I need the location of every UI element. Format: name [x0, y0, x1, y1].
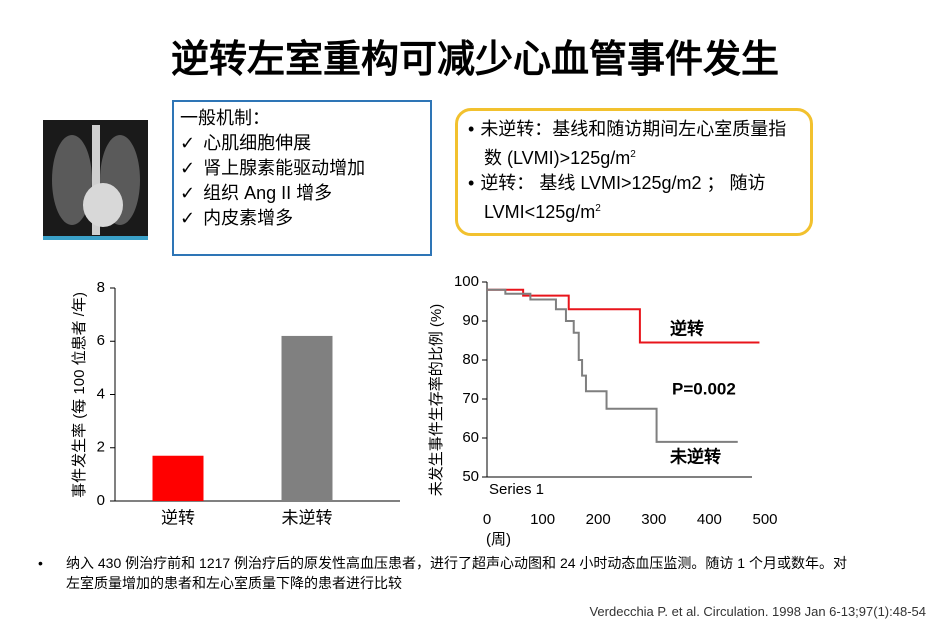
definition-box: • 未逆转：基线和随访期间左心室质量指数 (LVMI)>125g/m2 • 逆转： 基… [455, 108, 813, 236]
y-tick-label: 6 [97, 332, 105, 349]
survival-curve [487, 288, 760, 344]
slide-title: 逆转左室重构可减少心血管事件发生 [171, 38, 779, 81]
survival-curve [487, 288, 738, 443]
series-label: 未逆转 [669, 446, 721, 466]
x-tick-label: 0 [483, 511, 491, 528]
superscript: 2 [595, 203, 601, 214]
definition-text: 逆转： 基线 LVMI>125g/m2 ； 随访 LVMI<125g/m [480, 173, 766, 222]
x-tick-label: 300 [641, 511, 666, 528]
mechanism-text: 心肌细胞伸展 [203, 133, 312, 153]
mechanism-item: ✓ 内皮素增多 [180, 206, 424, 231]
definition-item: • 逆转： 基线 LVMI>125g/m2 ； 随访 LVMI<125g/m2 [468, 171, 800, 225]
x-tick-label: 400 [697, 511, 722, 528]
bullet: • [468, 173, 475, 193]
x-axis-label: (周) [486, 531, 511, 548]
superscript: 2 [630, 149, 636, 160]
mechanism-text: 肾上腺素能驱动增加 [203, 158, 366, 178]
citation: Verdecchia P. et al. Circulation. 1998 J… [589, 604, 926, 619]
x-tick-label: 500 [752, 511, 777, 528]
y-tick-label: 8 [97, 279, 105, 296]
x-tick-label: 100 [530, 511, 555, 528]
y-tick-label: 70 [462, 390, 479, 407]
y-tick-label: 0 [97, 492, 105, 509]
y-tick-label: 4 [97, 385, 105, 402]
y-tick-label: 80 [462, 351, 479, 368]
series-label: 逆转 [670, 318, 704, 338]
mechanism-item: ✓ 心肌细胞伸展 [180, 131, 424, 156]
mechanism-text: 内皮素增多 [203, 208, 294, 228]
check-icon: ✓ [180, 183, 196, 203]
check-icon: ✓ [180, 158, 196, 178]
y-tick-label: 2 [97, 439, 105, 456]
footnote: 纳入 430 例治疗前和 1217 例治疗后的原发性高血压患者，进行了超声心动图… [38, 553, 856, 593]
legend-label: Series 1 [489, 481, 544, 498]
definition-item: • 未逆转：基线和随访期间左心室质量指数 (LVMI)>125g/m2 [468, 117, 800, 171]
x-tick-label: 未逆转 [282, 508, 333, 527]
y-tick-label: 50 [462, 468, 479, 485]
y-axis-label-text: 事件发生率 (每 100 位患者 /年) [71, 292, 88, 498]
y-tick-label: 100 [454, 273, 479, 290]
y-axis-label: 事件发生率 (每 100 位患者 /年) [71, 292, 88, 498]
mechanism-heading: 一般机制： [180, 108, 270, 128]
y-tick-label: 90 [462, 312, 479, 329]
mechanism-item: ✓ 组织 Ang II 增多 [180, 181, 424, 206]
bar [281, 335, 333, 501]
p-value: P=0.002 [672, 379, 736, 398]
x-tick-label: 200 [586, 511, 611, 528]
y-axis-label: 未发生事件生存率的比例 (%) [428, 304, 445, 497]
y-tick-label: 60 [462, 429, 479, 446]
x-tick-label: 逆转 [161, 508, 195, 527]
bullet: • [468, 119, 475, 139]
mechanism-text: 组织 Ang II 增多 [203, 183, 333, 203]
definition-text: 未逆转：基线和随访期间左心室质量指数 (LVMI)>125g/m [480, 119, 787, 168]
bar [152, 455, 204, 501]
check-icon: ✓ [180, 133, 196, 153]
chest-xray [43, 120, 148, 240]
mechanism-box: 一般机制： ✓ 心肌细胞伸展 ✓ 肾上腺素能驱动增加 ✓ 组织 Ang II 增多 ✓ 内皮素… [172, 100, 432, 256]
mechanism-item: ✓ 肾上腺素能驱动增加 [180, 156, 424, 181]
check-icon: ✓ [180, 208, 196, 228]
